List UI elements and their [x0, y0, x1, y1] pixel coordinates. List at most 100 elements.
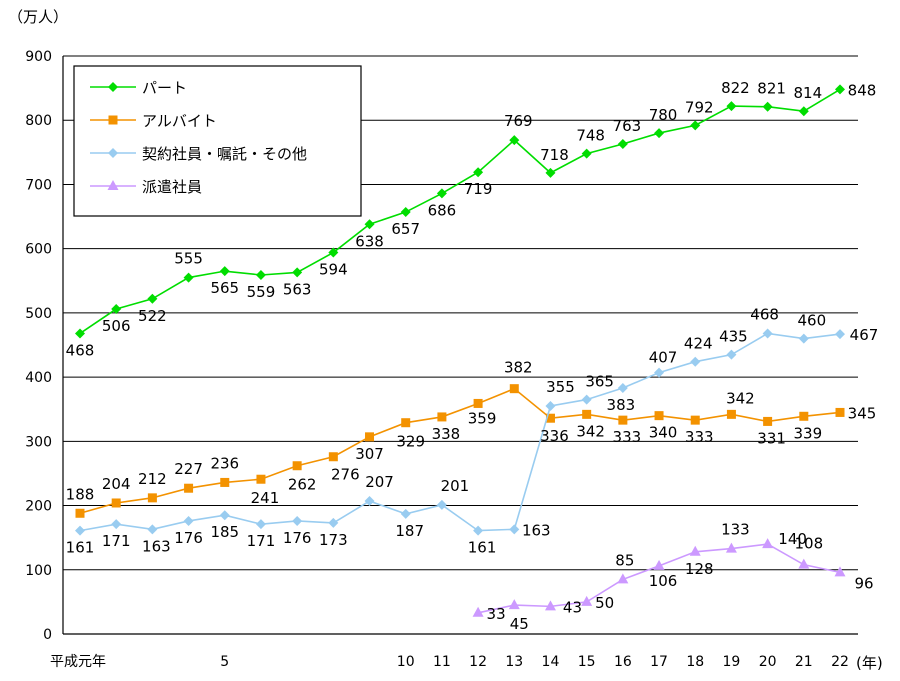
data-point	[111, 498, 121, 508]
data-label: 555	[174, 250, 203, 268]
data-label: 43	[563, 598, 582, 616]
data-point	[725, 542, 737, 553]
x-tick-label: 19	[723, 654, 741, 670]
data-point	[292, 267, 303, 278]
data-point	[473, 525, 484, 536]
data-label: 188	[66, 485, 95, 503]
data-label: 638	[355, 232, 384, 250]
data-label: 522	[138, 307, 167, 325]
x-tick-label: 13	[505, 654, 523, 670]
x-tick-label: 22	[831, 654, 849, 670]
data-point	[726, 409, 736, 419]
data-label: 185	[210, 523, 239, 541]
data-label: 33	[487, 605, 506, 623]
data-label: 365	[585, 373, 614, 391]
data-point	[400, 508, 411, 519]
data-label: 201	[441, 477, 470, 495]
data-point	[400, 207, 411, 218]
y-tick-label: 400	[25, 370, 52, 386]
data-label: 748	[576, 127, 605, 145]
x-axis-unit: (年)	[856, 654, 883, 672]
data-point	[835, 84, 845, 95]
data-point	[509, 135, 520, 146]
legend-label: パート	[142, 79, 187, 97]
data-point	[183, 272, 194, 283]
y-tick-label: 800	[25, 113, 52, 129]
x-tick-label: 10	[397, 654, 415, 670]
data-labels-layer: 468 506 522 555 565 559 563 594 638 657 686 719 769 7…	[66, 79, 879, 633]
data-point	[292, 515, 303, 526]
legend-label: アルバイト	[142, 112, 217, 130]
data-label: 468	[750, 305, 779, 323]
data-label: 176	[174, 529, 203, 547]
y-axis-ticks: 0 100 200 300 400 500 600 700 800 900	[25, 49, 52, 643]
y-tick-label: 600	[25, 242, 52, 258]
data-label: 342	[576, 422, 605, 440]
x-tick-label: 18	[686, 654, 704, 670]
data-label: 763	[613, 117, 642, 135]
data-point	[799, 411, 809, 421]
data-point	[798, 106, 809, 117]
data-label: 686	[428, 201, 457, 219]
data-point	[328, 452, 338, 462]
data-label: 383	[607, 396, 636, 414]
x-tick-label: 21	[795, 654, 813, 670]
data-point	[762, 101, 773, 112]
data-label: 187	[395, 522, 424, 540]
legend-label: 契約社員・嘱託・その他	[142, 145, 307, 163]
legend-marker	[108, 148, 118, 158]
data-point	[75, 508, 85, 518]
data-point	[653, 559, 665, 570]
data-point	[292, 461, 302, 471]
data-point	[256, 474, 266, 484]
data-label: 163	[142, 537, 171, 555]
data-point	[473, 167, 484, 178]
data-label: 140	[778, 530, 807, 548]
data-point	[545, 167, 556, 178]
data-point	[617, 573, 629, 584]
data-point	[219, 510, 230, 521]
legend-box	[73, 65, 362, 217]
data-point	[798, 333, 809, 344]
series-line-0	[79, 88, 841, 335]
data-point	[617, 138, 628, 149]
data-label: 262	[288, 476, 317, 494]
data-label: 382	[504, 359, 533, 377]
data-point	[690, 356, 701, 367]
data-point	[220, 477, 230, 487]
data-point	[581, 148, 592, 159]
legend-marker	[108, 82, 118, 92]
data-label: 792	[685, 98, 714, 116]
data-point	[255, 269, 266, 280]
data-point	[111, 304, 122, 315]
data-label: 719	[464, 180, 493, 198]
data-point	[654, 367, 665, 378]
data-point	[75, 525, 85, 536]
x-tick-label: 5	[220, 654, 229, 670]
data-point	[654, 411, 664, 421]
data-point	[835, 407, 845, 417]
data-label: 161	[66, 539, 95, 557]
data-point	[183, 515, 194, 526]
data-label: 594	[319, 261, 348, 279]
data-label: 173	[319, 531, 348, 549]
x-tick-label: 11	[433, 654, 451, 670]
data-point	[147, 293, 158, 304]
data-point	[365, 432, 375, 442]
data-label: 359	[468, 409, 497, 427]
legend-label: 派遣社員	[142, 178, 202, 196]
data-label: 468	[66, 341, 95, 359]
data-point	[147, 524, 158, 535]
data-label: 467	[850, 326, 879, 344]
x-tick-label: 20	[759, 654, 777, 670]
data-label: 340	[649, 424, 678, 442]
data-label: 241	[251, 489, 280, 507]
data-point	[472, 606, 484, 617]
data-point	[581, 394, 592, 405]
data-point	[762, 538, 774, 549]
data-label: 227	[174, 460, 203, 478]
y-axis-unit: （万人）	[8, 8, 68, 26]
y-tick-label: 0	[43, 627, 52, 643]
data-label: 814	[793, 84, 822, 102]
